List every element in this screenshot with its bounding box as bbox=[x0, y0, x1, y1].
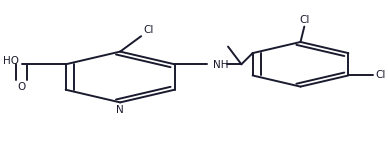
Text: Cl: Cl bbox=[375, 71, 385, 80]
Text: N: N bbox=[116, 105, 124, 115]
Text: Cl: Cl bbox=[299, 15, 310, 25]
Text: NH: NH bbox=[213, 60, 228, 70]
Text: Cl: Cl bbox=[143, 25, 153, 35]
Text: HO: HO bbox=[3, 56, 19, 66]
Text: O: O bbox=[18, 82, 26, 92]
